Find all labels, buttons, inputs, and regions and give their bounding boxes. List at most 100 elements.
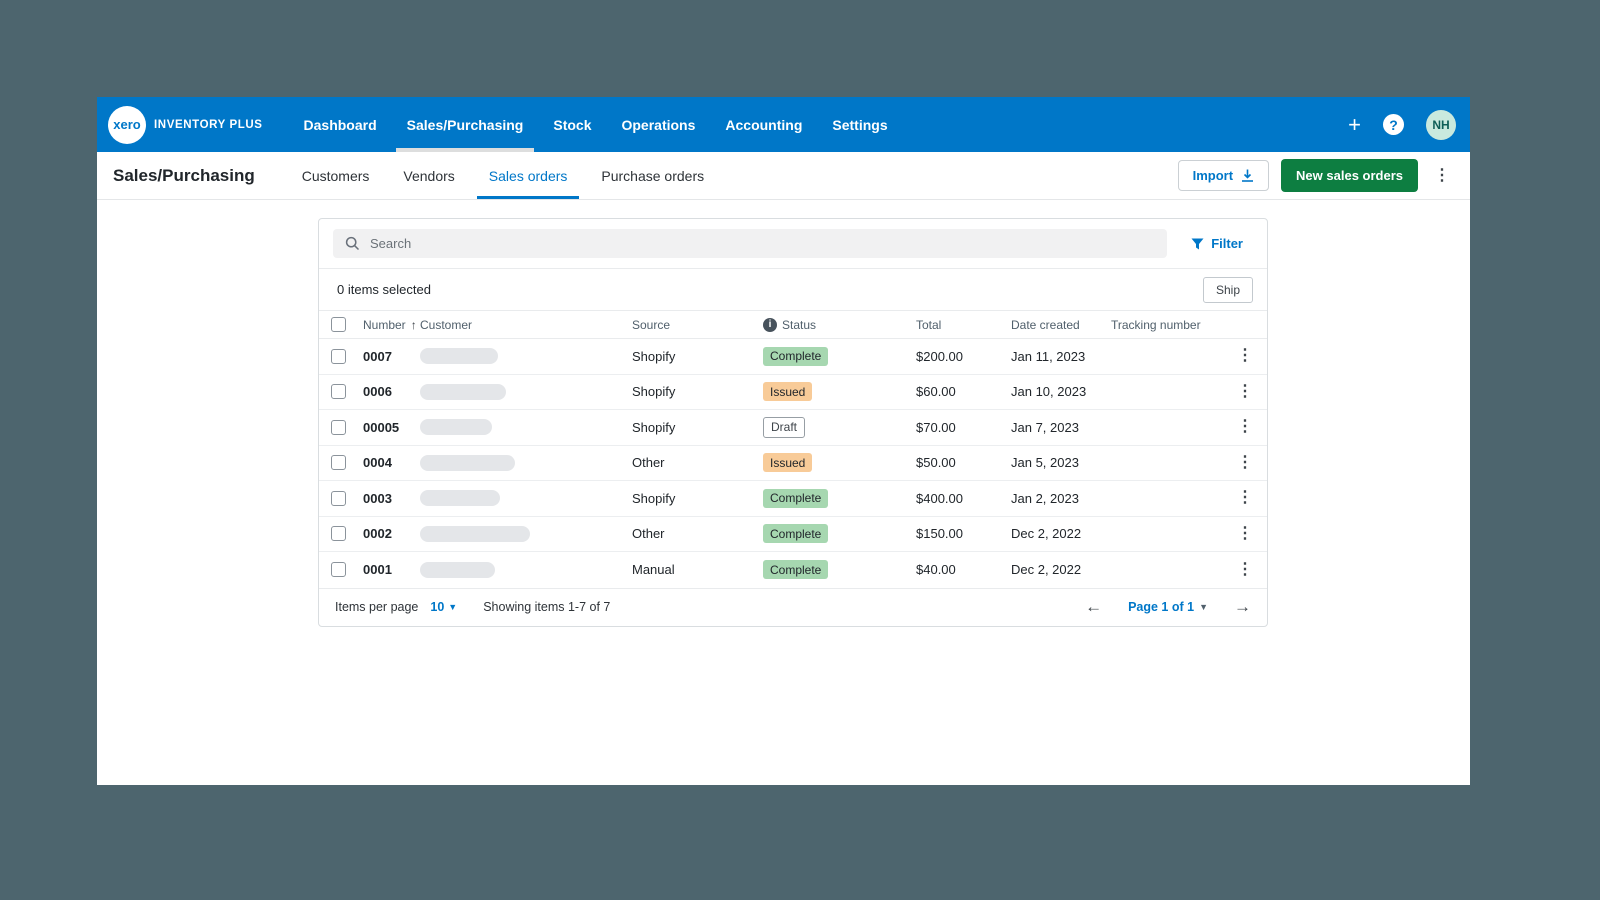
order-number[interactable]: 0006: [363, 384, 392, 400]
row-kebab-menu-icon[interactable]: ⋮: [1237, 489, 1253, 507]
top-nav-items: Dashboard Sales/Purchasing Stock Operati…: [289, 97, 903, 152]
ship-button[interactable]: Ship: [1202, 276, 1253, 303]
chevron-down-icon: ▼: [1199, 602, 1208, 612]
customer-name-placeholder: [420, 419, 492, 436]
nav-item-accounting[interactable]: Accounting: [725, 116, 803, 133]
selection-count-text: 0 items selected: [337, 282, 431, 297]
help-icon[interactable]: ?: [1383, 114, 1404, 135]
order-number[interactable]: 00005: [363, 419, 400, 435]
header-kebab-menu-icon[interactable]: ⋮: [1434, 166, 1450, 184]
status-badge: Issued: [763, 453, 813, 473]
row-checkbox[interactable]: [331, 562, 346, 578]
tab-sales-orders[interactable]: Sales orders: [476, 152, 580, 199]
filter-button-label: Filter: [1211, 236, 1243, 251]
order-date-created: Jan 2, 2023: [1011, 490, 1079, 506]
order-source: Other: [632, 526, 665, 542]
order-number[interactable]: 0004: [363, 455, 392, 471]
column-header-customer[interactable]: Customer: [420, 317, 473, 332]
order-date-created: Jan 10, 2023: [1011, 384, 1087, 400]
section-tabs: Customers Vendors Sales orders Purchase …: [285, 152, 721, 199]
status-badge: Complete: [763, 346, 829, 366]
items-per-page-label: Items per page: [335, 600, 419, 614]
column-header-source[interactable]: Source: [632, 317, 671, 332]
table-row: 0002 Other Complete $150.00 Dec 2, 2022 …: [319, 517, 1267, 552]
row-checkbox[interactable]: [331, 490, 346, 506]
order-source: Shopify: [632, 348, 676, 364]
selection-bar: 0 items selected Ship: [319, 269, 1267, 310]
page-select-dropdown[interactable]: Page 1 of 1 ▼: [1128, 600, 1208, 614]
order-source: Manual: [632, 562, 675, 578]
order-number[interactable]: 0001: [363, 562, 392, 578]
row-kebab-menu-icon[interactable]: ⋮: [1237, 347, 1253, 365]
order-total: $60.00: [916, 384, 956, 400]
items-per-page-dropdown[interactable]: 10 ▼: [430, 600, 458, 614]
filter-funnel-icon: [1191, 238, 1204, 249]
order-source: Shopify: [632, 419, 676, 435]
tab-customers[interactable]: Customers: [301, 167, 370, 184]
order-number[interactable]: 0003: [363, 490, 392, 506]
customer-name-placeholder: [420, 454, 515, 471]
add-plus-icon[interactable]: +: [1348, 111, 1361, 137]
column-header-number[interactable]: Number ↑: [363, 317, 417, 332]
row-kebab-menu-icon[interactable]: ⋮: [1237, 524, 1253, 542]
column-header-total[interactable]: Total: [916, 317, 942, 332]
row-kebab-menu-icon[interactable]: ⋮: [1237, 560, 1253, 578]
search-icon: [345, 236, 360, 251]
next-page-arrow-icon[interactable]: →: [1234, 597, 1251, 616]
brand-title: INVENTORY PLUS: [154, 118, 263, 131]
column-header-tracking-number[interactable]: Tracking number: [1111, 317, 1201, 332]
select-all-checkbox[interactable]: [331, 317, 346, 332]
order-number[interactable]: 0002: [363, 526, 392, 542]
customer-name-placeholder: [420, 383, 506, 400]
nav-item-stock[interactable]: Stock: [553, 116, 592, 133]
row-checkbox[interactable]: [331, 455, 346, 471]
filter-button[interactable]: Filter: [1191, 236, 1243, 251]
nav-item-settings[interactable]: Settings: [832, 116, 888, 133]
row-checkbox[interactable]: [331, 419, 346, 435]
status-badge: Complete: [763, 524, 829, 544]
nav-item-sales-purchasing[interactable]: Sales/Purchasing: [392, 97, 539, 152]
order-total: $50.00: [916, 455, 956, 471]
sort-ascending-icon: ↑: [410, 317, 417, 332]
order-source: Shopify: [632, 490, 676, 506]
order-number[interactable]: 0007: [363, 348, 392, 364]
tab-vendors[interactable]: Vendors: [403, 167, 455, 184]
row-kebab-menu-icon[interactable]: ⋮: [1237, 453, 1253, 471]
nav-item-dashboard[interactable]: Dashboard: [303, 116, 377, 133]
order-date-created: Dec 2, 2022: [1011, 526, 1082, 542]
row-kebab-menu-icon[interactable]: ⋮: [1237, 382, 1253, 400]
status-info-icon[interactable]: i: [763, 317, 777, 332]
order-date-created: Dec 2, 2022: [1011, 562, 1082, 578]
import-button-label: Import: [1192, 168, 1234, 183]
row-checkbox[interactable]: [331, 384, 346, 400]
order-total: $200.00: [916, 348, 963, 364]
previous-page-arrow-icon[interactable]: ←: [1085, 597, 1103, 616]
search-input[interactable]: Search: [333, 229, 1168, 258]
column-header-date-created[interactable]: Date created: [1011, 317, 1080, 332]
top-nav-bar: xero INVENTORY PLUS Dashboard Sales/Purc…: [97, 97, 1470, 152]
chevron-down-icon: ▼: [448, 602, 458, 612]
order-total: $150.00: [916, 526, 963, 542]
row-kebab-menu-icon[interactable]: ⋮: [1237, 418, 1253, 436]
user-avatar[interactable]: NH: [1426, 109, 1456, 140]
row-checkbox[interactable]: [331, 526, 346, 542]
new-sales-orders-button[interactable]: New sales orders: [1281, 159, 1418, 192]
import-button[interactable]: Import: [1177, 160, 1270, 191]
column-header-status[interactable]: i Status: [763, 317, 916, 332]
table-footer: Items per page 10 ▼ Showing items 1-7 of…: [319, 587, 1267, 626]
order-date-created: Jan 5, 2023: [1011, 455, 1079, 471]
table-row: 0003 Shopify Complete $400.00 Jan 2, 202…: [319, 481, 1267, 517]
table-row: 0001 Manual Complete $40.00 Dec 2, 2022 …: [319, 552, 1267, 588]
page-header: Sales/Purchasing Customers Vendors Sales…: [97, 152, 1470, 200]
table-row: 0006 Shopify Issued $60.00 Jan 10, 2023 …: [319, 375, 1267, 410]
page-header-actions: Import New sales orders ⋮: [1177, 152, 1454, 199]
tab-purchase-orders[interactable]: Purchase orders: [601, 167, 705, 184]
row-checkbox[interactable]: [331, 348, 346, 364]
app-window: xero INVENTORY PLUS Dashboard Sales/Purc…: [97, 97, 1470, 785]
xero-logo[interactable]: xero: [108, 105, 146, 144]
table-row: 0007 Shopify Complete $200.00 Jan 11, 20…: [319, 339, 1267, 375]
showing-items-text: Showing items 1-7 of 7: [483, 600, 611, 614]
nav-item-operations[interactable]: Operations: [621, 116, 696, 133]
search-toolbar: Search Filter: [319, 219, 1267, 269]
table-row: 00005 Shopify Draft $70.00 Jan 7, 2023 ⋮: [319, 410, 1267, 446]
